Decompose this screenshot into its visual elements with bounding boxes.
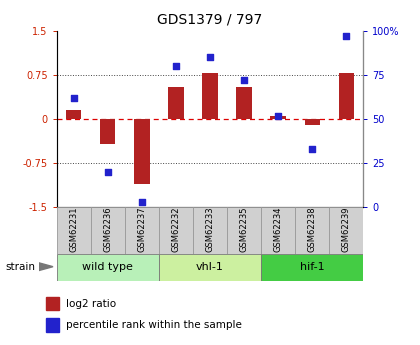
Text: GSM62235: GSM62235: [239, 207, 249, 252]
Bar: [57, 207, 91, 254]
Text: GSM62237: GSM62237: [137, 207, 146, 252]
Point: [105, 169, 111, 175]
Bar: [100, 119, 116, 144]
Polygon shape: [39, 263, 53, 270]
Bar: [295, 207, 329, 254]
Bar: [159, 254, 261, 281]
Bar: [236, 87, 252, 119]
Bar: [66, 110, 81, 119]
Bar: [304, 119, 320, 125]
Text: GSM62233: GSM62233: [205, 207, 215, 252]
Text: GSM62236: GSM62236: [103, 207, 112, 252]
Bar: [193, 207, 227, 254]
Bar: [46, 297, 59, 310]
Bar: [46, 318, 59, 332]
Text: GSM62238: GSM62238: [308, 207, 317, 252]
Bar: [329, 207, 363, 254]
Bar: [270, 116, 286, 119]
Bar: [134, 119, 150, 184]
Point: [343, 33, 349, 39]
Text: wild type: wild type: [82, 263, 133, 272]
Bar: [159, 207, 193, 254]
Text: GDS1379 / 797: GDS1379 / 797: [158, 12, 262, 26]
Text: strain: strain: [6, 263, 36, 272]
Text: GSM62231: GSM62231: [69, 207, 78, 252]
Bar: [168, 87, 184, 119]
Bar: [125, 207, 159, 254]
Text: GSM62234: GSM62234: [274, 207, 283, 252]
Point: [71, 95, 77, 101]
Bar: [339, 73, 354, 119]
Point: [139, 199, 145, 205]
Text: hif-1: hif-1: [300, 263, 325, 272]
Bar: [91, 207, 125, 254]
Bar: [227, 207, 261, 254]
Point: [309, 146, 315, 152]
Bar: [261, 254, 363, 281]
Point: [241, 78, 247, 83]
Point: [173, 63, 179, 69]
Text: percentile rank within the sample: percentile rank within the sample: [66, 320, 242, 330]
Point: [207, 55, 213, 60]
Text: vhl-1: vhl-1: [196, 263, 224, 272]
Text: GSM62239: GSM62239: [342, 207, 351, 252]
Text: GSM62232: GSM62232: [171, 207, 181, 252]
Bar: [57, 254, 159, 281]
Bar: [261, 207, 295, 254]
Text: log2 ratio: log2 ratio: [66, 299, 116, 309]
Bar: [202, 73, 218, 119]
Point: [275, 113, 281, 118]
